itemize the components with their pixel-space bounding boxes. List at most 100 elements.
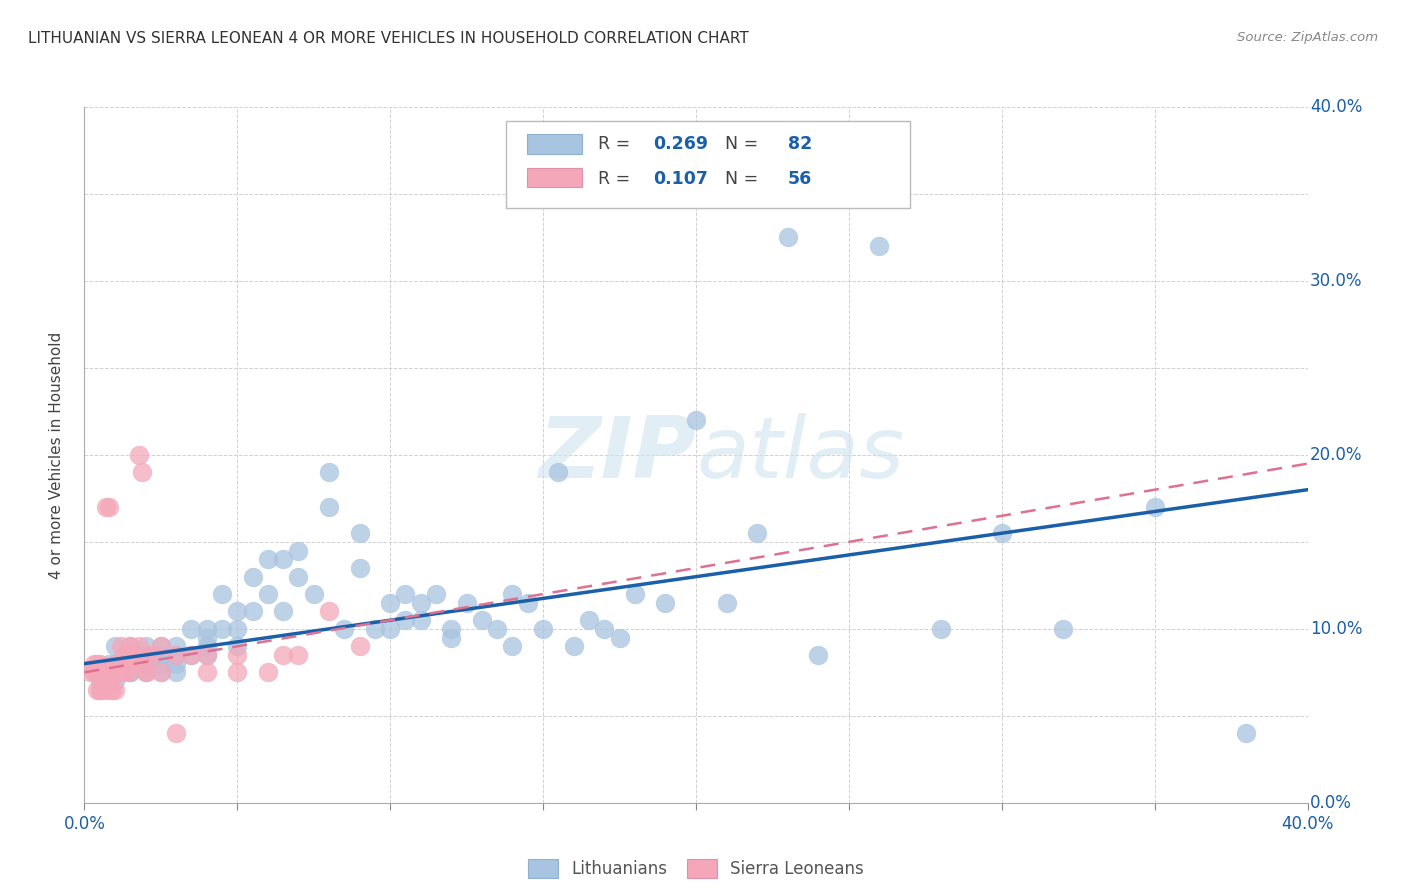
FancyBboxPatch shape: [506, 121, 910, 208]
Point: [409, 596, 432, 610]
Point: [1052, 622, 1074, 636]
Point: [135, 657, 157, 671]
Point: [486, 622, 509, 636]
Point: [471, 613, 494, 627]
Point: [89, 682, 111, 697]
FancyBboxPatch shape: [527, 134, 582, 153]
Point: [128, 639, 150, 653]
Point: [165, 639, 187, 653]
Point: [394, 587, 416, 601]
Point: [226, 665, 249, 680]
Point: [149, 648, 172, 662]
Point: [380, 622, 402, 636]
Text: 30.0%: 30.0%: [1310, 272, 1362, 290]
Point: [516, 596, 538, 610]
Point: [287, 570, 309, 584]
Point: [440, 622, 463, 636]
Point: [135, 665, 157, 680]
Point: [104, 639, 127, 653]
Point: [104, 657, 127, 671]
Point: [716, 596, 738, 610]
Point: [226, 622, 249, 636]
Point: [380, 596, 402, 610]
Point: [120, 648, 142, 662]
Text: R =: R =: [598, 169, 636, 187]
Text: N =: N =: [714, 135, 763, 153]
Text: 20.0%: 20.0%: [1310, 446, 1362, 464]
Point: [104, 682, 127, 697]
Point: [97, 682, 120, 697]
Text: 82: 82: [787, 135, 811, 153]
Point: [131, 466, 153, 480]
Point: [149, 639, 172, 653]
Point: [94, 500, 117, 514]
Point: [609, 631, 631, 645]
Point: [120, 648, 142, 662]
Point: [89, 665, 111, 680]
Point: [79, 665, 101, 680]
Point: [807, 648, 830, 662]
Point: [869, 239, 891, 253]
Text: atlas: atlas: [696, 413, 904, 497]
Point: [440, 631, 463, 645]
Point: [180, 648, 202, 662]
Point: [257, 587, 280, 601]
Point: [242, 605, 264, 619]
Point: [86, 682, 108, 697]
Point: [91, 665, 114, 680]
Point: [89, 657, 111, 671]
Point: [195, 648, 218, 662]
Point: [89, 665, 111, 680]
Point: [776, 230, 799, 244]
Point: [89, 674, 111, 689]
Point: [110, 639, 132, 653]
Point: [110, 665, 132, 680]
Point: [195, 639, 218, 653]
Point: [86, 657, 108, 671]
Legend: Lithuanians, Sierra Leoneans: Lithuanians, Sierra Leoneans: [527, 859, 865, 878]
Text: 0.0%: 0.0%: [1310, 794, 1353, 812]
Point: [271, 552, 294, 566]
Point: [456, 596, 478, 610]
Text: R =: R =: [598, 135, 636, 153]
Point: [120, 657, 142, 671]
Point: [409, 613, 432, 627]
Text: 0.269: 0.269: [654, 135, 709, 153]
Point: [125, 648, 148, 662]
Text: 40.0%: 40.0%: [1310, 98, 1362, 116]
Point: [578, 613, 600, 627]
Point: [226, 639, 249, 653]
Text: LITHUANIAN VS SIERRA LEONEAN 4 OR MORE VEHICLES IN HOUSEHOLD CORRELATION CHART: LITHUANIAN VS SIERRA LEONEAN 4 OR MORE V…: [28, 31, 749, 46]
Point: [1143, 500, 1166, 514]
Point: [112, 648, 135, 662]
Point: [180, 648, 202, 662]
Point: [149, 665, 172, 680]
Point: [135, 665, 157, 680]
Point: [195, 622, 218, 636]
Text: 0.107: 0.107: [654, 169, 709, 187]
Point: [104, 657, 127, 671]
Point: [120, 665, 142, 680]
Point: [83, 665, 105, 680]
Point: [271, 605, 294, 619]
Point: [97, 665, 120, 680]
Point: [654, 596, 676, 610]
Point: [97, 657, 120, 671]
Point: [165, 648, 187, 662]
Point: [271, 648, 294, 662]
Point: [287, 543, 309, 558]
Point: [83, 657, 105, 671]
Point: [425, 587, 447, 601]
Point: [89, 682, 111, 697]
Point: [120, 665, 142, 680]
Point: [502, 587, 524, 601]
Point: [101, 682, 124, 697]
Point: [104, 674, 127, 689]
Point: [318, 466, 340, 480]
Point: [991, 526, 1014, 541]
Point: [112, 665, 135, 680]
Point: [349, 561, 371, 575]
Point: [333, 622, 356, 636]
Point: [349, 526, 371, 541]
FancyBboxPatch shape: [527, 168, 582, 187]
